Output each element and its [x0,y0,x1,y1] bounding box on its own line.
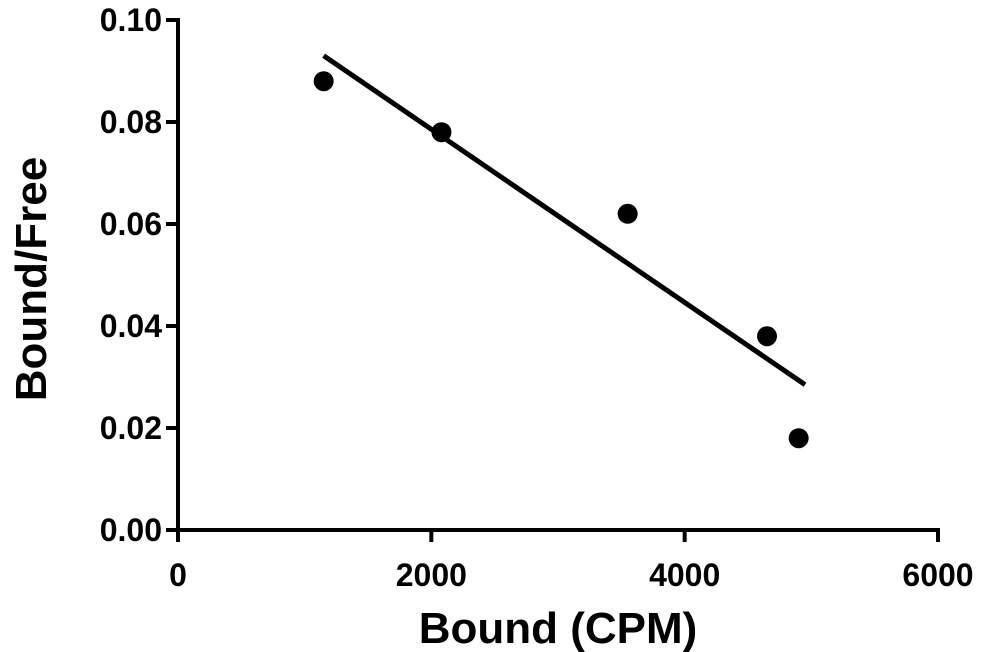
x-tick-label: 6000 [902,557,973,593]
x-tick-label: 2000 [396,557,467,593]
data-points [313,71,809,449]
x-axis-ticks: 0 2000 4000 6000 [169,530,974,593]
y-tick-label: 0.00 [100,512,162,548]
data-point [617,203,638,224]
data-point [757,326,777,347]
regression-line [322,53,807,387]
axes [176,18,940,532]
y-tick-label: 0.02 [100,410,162,446]
data-point [313,71,334,92]
x-tick-label: 4000 [649,557,720,593]
data-point [788,428,809,449]
y-tick-label: 0.06 [100,206,162,242]
y-axis-ticks: 0.00 0.02 0.04 0.06 0.08 0.10 [100,2,178,548]
y-tick-label: 0.04 [100,308,162,344]
y-tick-label: 0.08 [100,104,162,140]
data-point [431,122,452,143]
y-axis-title: Bound/Free [7,157,56,401]
regression-line-group [322,53,807,387]
x-tick-label: 0 [169,557,187,593]
x-axis-title: Bound (CPM) [419,604,698,652]
y-tick-label: 0.10 [100,2,162,38]
